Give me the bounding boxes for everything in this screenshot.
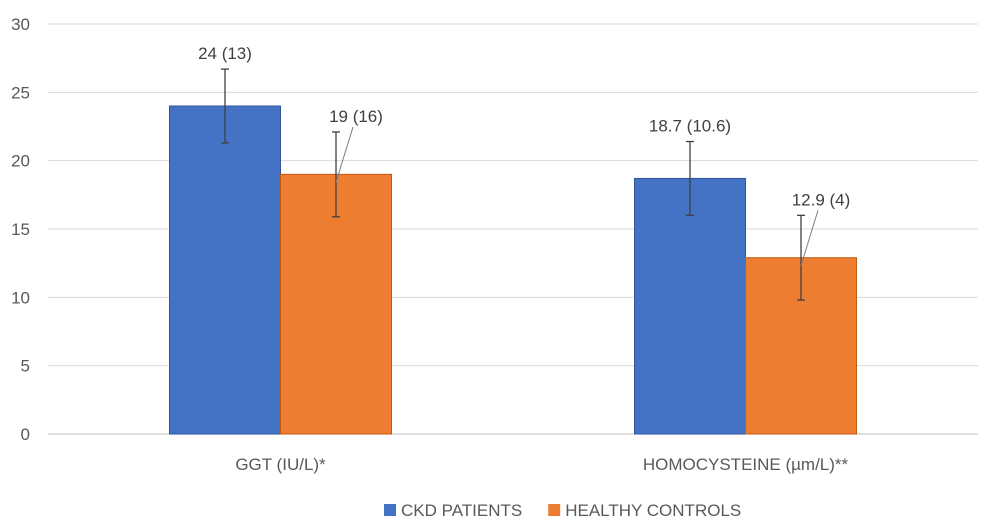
legend-swatch xyxy=(384,504,396,516)
y-tick-label: 15 xyxy=(11,220,30,239)
bar xyxy=(169,105,281,435)
data-label: 24 (13) xyxy=(198,44,252,63)
y-tick-label: 20 xyxy=(11,152,30,171)
legend-swatch xyxy=(548,504,561,516)
category-labels: GGT (IU/L)* HOMOCYSTEINE (µm/L)** xyxy=(235,455,848,474)
error-bars xyxy=(221,68,805,301)
y-tick-label: 5 xyxy=(21,357,30,376)
bar xyxy=(280,173,392,435)
label-leader-line xyxy=(335,126,354,183)
data-label: 12.9 (4) xyxy=(792,190,851,209)
category-label: GGT (IU/L)* xyxy=(235,455,326,474)
y-tick-label: 0 xyxy=(21,425,30,444)
y-tick-label: 25 xyxy=(11,83,30,102)
label-leader-line xyxy=(800,210,819,266)
y-axis-ticks: 0 5 10 15 20 25 30 xyxy=(11,15,30,444)
y-tick-label: 30 xyxy=(11,15,30,34)
bars xyxy=(169,105,857,435)
legend-label: HEALTHY CONTROLS xyxy=(565,501,741,520)
legend-label: CKD PATIENTS xyxy=(401,501,522,520)
data-labels: 24 (13) 19 (16) 18.7 (10.6) 12.9 (4) xyxy=(198,44,850,266)
data-label: 19 (16) xyxy=(329,107,383,126)
bar xyxy=(634,177,746,435)
data-label: 18.7 (10.6) xyxy=(649,117,731,136)
y-tick-label: 10 xyxy=(11,288,30,307)
category-label: HOMOCYSTEINE (µm/L)** xyxy=(643,455,849,474)
legend: CKD PATIENTS HEALTHY CONTROLS xyxy=(384,501,741,520)
